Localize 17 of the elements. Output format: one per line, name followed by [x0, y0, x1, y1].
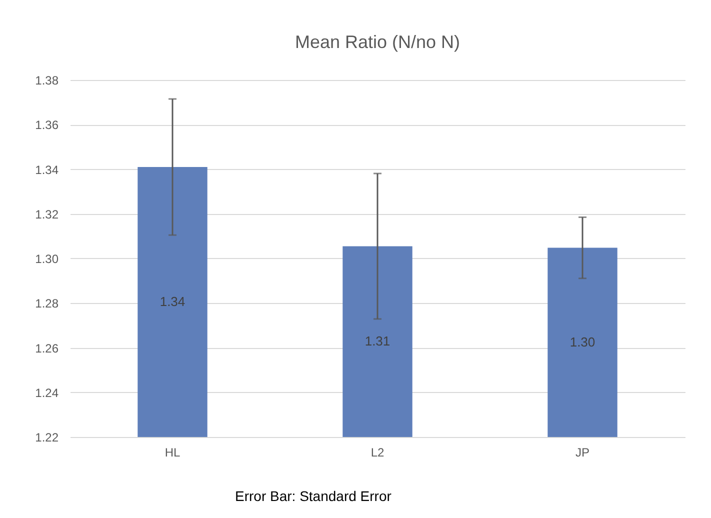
- data-label: 1.34: [160, 294, 186, 310]
- x-tick-label: L2: [370, 446, 384, 460]
- y-tick-label: 1.34: [35, 162, 59, 177]
- data-label: 1.31: [364, 334, 390, 349]
- text: Error Bar: Standard Error: [235, 488, 392, 504]
- chart-title: Mean Ratio (N/no N): [294, 32, 460, 52]
- y-tick-label: 1.32: [35, 207, 59, 222]
- y-tick-label: 1.24: [35, 386, 59, 400]
- x-tick-label: HL: [164, 446, 180, 460]
- y-tick-label: 1.36: [35, 118, 59, 132]
- y-tick-label: 1.28: [35, 296, 59, 311]
- y-tick-label: 1.22: [35, 430, 59, 444]
- x-tick-label: JP: [575, 446, 590, 460]
- y-tick-label: 1.26: [35, 341, 59, 356]
- y-tick-label: 1.38: [35, 74, 59, 88]
- data-label: 1.30: [570, 334, 596, 350]
- y-tick-label: 1.30: [35, 252, 59, 266]
